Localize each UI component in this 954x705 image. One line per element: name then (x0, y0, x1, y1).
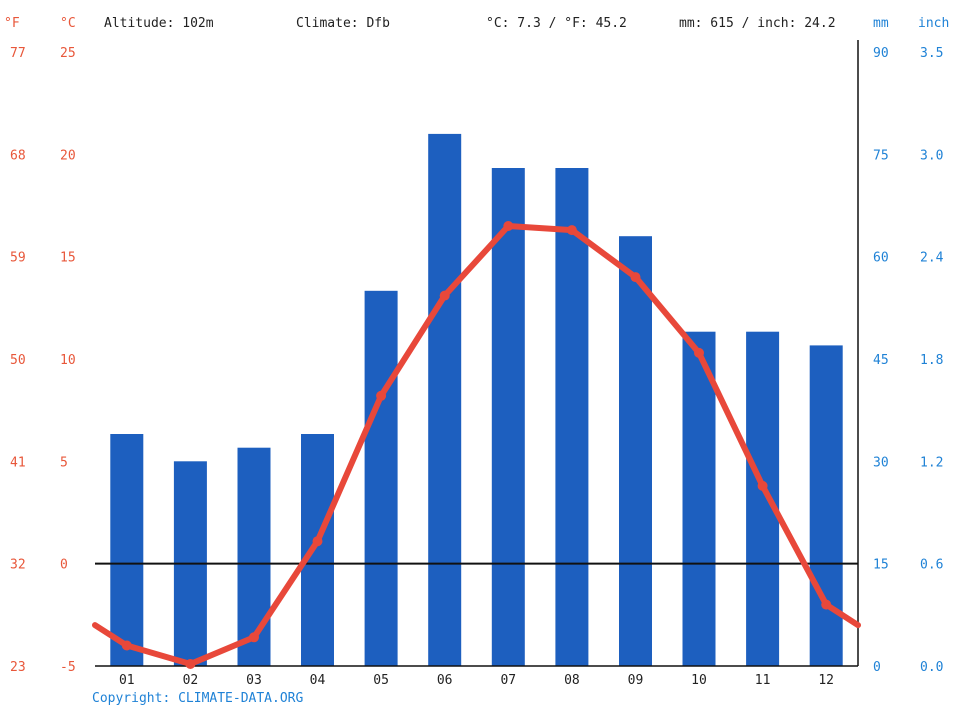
altitude-label: Altitude: 102m (104, 16, 214, 31)
fahrenheit-tick-0: 77 (10, 46, 26, 61)
month-label-04: 04 (310, 673, 326, 688)
precip-bar-12 (809, 345, 843, 666)
celsius-tick-2: 15 (60, 251, 76, 266)
month-label-06: 06 (437, 673, 453, 688)
temperature-line (92, 221, 861, 669)
inch-tick-0: 3.5 (920, 46, 943, 61)
mm-tick-6: 0 (873, 660, 881, 675)
inch-tick-5: 0.6 (920, 558, 943, 573)
mm-tick-3: 45 (873, 353, 889, 368)
celsius-tick-1: 20 (60, 148, 76, 163)
temp-point-04 (312, 536, 323, 547)
mm-tick-1: 75 (873, 148, 889, 163)
precip-bar-08 (555, 168, 589, 666)
fahrenheit-tick-5: 32 (10, 558, 26, 573)
mm-tick-0: 90 (873, 46, 889, 61)
temp-point-02 (185, 659, 196, 669)
temp-point-01 (121, 640, 132, 651)
temp-point-12 (821, 599, 832, 610)
fahrenheit-tick-1: 68 (10, 148, 26, 163)
unit-celsius-label: °C (60, 16, 76, 31)
unit-fahrenheit-label: °F (4, 16, 20, 31)
temperature-line-path (92, 223, 861, 667)
annual-precipitation-label: mm: 615 / inch: 24.2 (679, 16, 836, 31)
celsius-tick-4: 5 (60, 455, 68, 470)
month-label-11: 11 (755, 673, 771, 688)
temp-point-05 (376, 390, 387, 401)
precip-bar-06 (428, 133, 462, 666)
celsius-tick-5: 0 (60, 558, 68, 573)
inch-tick-4: 1.2 (920, 455, 943, 470)
precipitation-bars (110, 133, 843, 666)
celsius-tick-0: 25 (60, 46, 76, 61)
precip-bar-10 (682, 331, 716, 666)
fahrenheit-tick-3: 50 (10, 353, 26, 368)
month-label-09: 09 (628, 673, 644, 688)
mm-tick-2: 60 (873, 251, 889, 266)
inch-tick-6: 0.0 (920, 660, 943, 675)
celsius-tick-6: -5 (60, 660, 76, 675)
unit-mm-label: mm (873, 16, 889, 31)
fahrenheit-tick-4: 41 (10, 455, 26, 470)
precip-bar-09 (619, 236, 652, 666)
mm-tick-5: 15 (873, 558, 889, 573)
inch-tick-2: 2.4 (920, 251, 944, 266)
mm-tick-4: 30 (873, 455, 889, 470)
inch-tick-1: 3.0 (920, 148, 943, 163)
fahrenheit-tick-6: 23 (10, 660, 26, 675)
month-label-12: 12 (818, 673, 834, 688)
average-temperature-label: °C: 7.3 / °F: 45.2 (486, 16, 627, 31)
temp-point-03 (249, 632, 259, 643)
month-label-08: 08 (564, 673, 580, 688)
temp-point-07 (503, 221, 514, 231)
precip-bar-11 (746, 331, 780, 666)
temp-point-09 (630, 272, 641, 283)
month-label-10: 10 (691, 673, 707, 688)
precip-bar-01 (110, 434, 144, 666)
temp-point-08 (566, 225, 577, 236)
month-label-07: 07 (500, 673, 516, 688)
temp-point-10 (694, 347, 704, 358)
month-label-05: 05 (373, 673, 389, 688)
temp-point-06 (439, 290, 450, 301)
inch-tick-3: 1.8 (920, 353, 943, 368)
precip-bar-03 (237, 447, 271, 666)
axis-labels: 77 25 90 3.5 68 20 75 3.0 59 15 60 2.4 50 10 45 1.8 41 5 3… (10, 46, 944, 688)
axes (95, 40, 859, 667)
temp-point-11 (757, 480, 768, 491)
precip-bar-07 (491, 168, 525, 666)
month-label-02: 02 (183, 673, 199, 688)
month-label-03: 03 (246, 673, 262, 688)
month-label-01: 01 (119, 673, 135, 688)
precip-bar-04 (301, 434, 334, 666)
unit-inch-label: inch (918, 16, 949, 31)
celsius-tick-3: 10 (60, 353, 76, 368)
copyright-label: Copyright: CLIMATE-DATA.ORG (92, 691, 303, 705)
fahrenheit-tick-2: 59 (10, 251, 26, 266)
precip-bar-05 (364, 290, 398, 666)
climate-label: Climate: Dfb (296, 16, 390, 31)
